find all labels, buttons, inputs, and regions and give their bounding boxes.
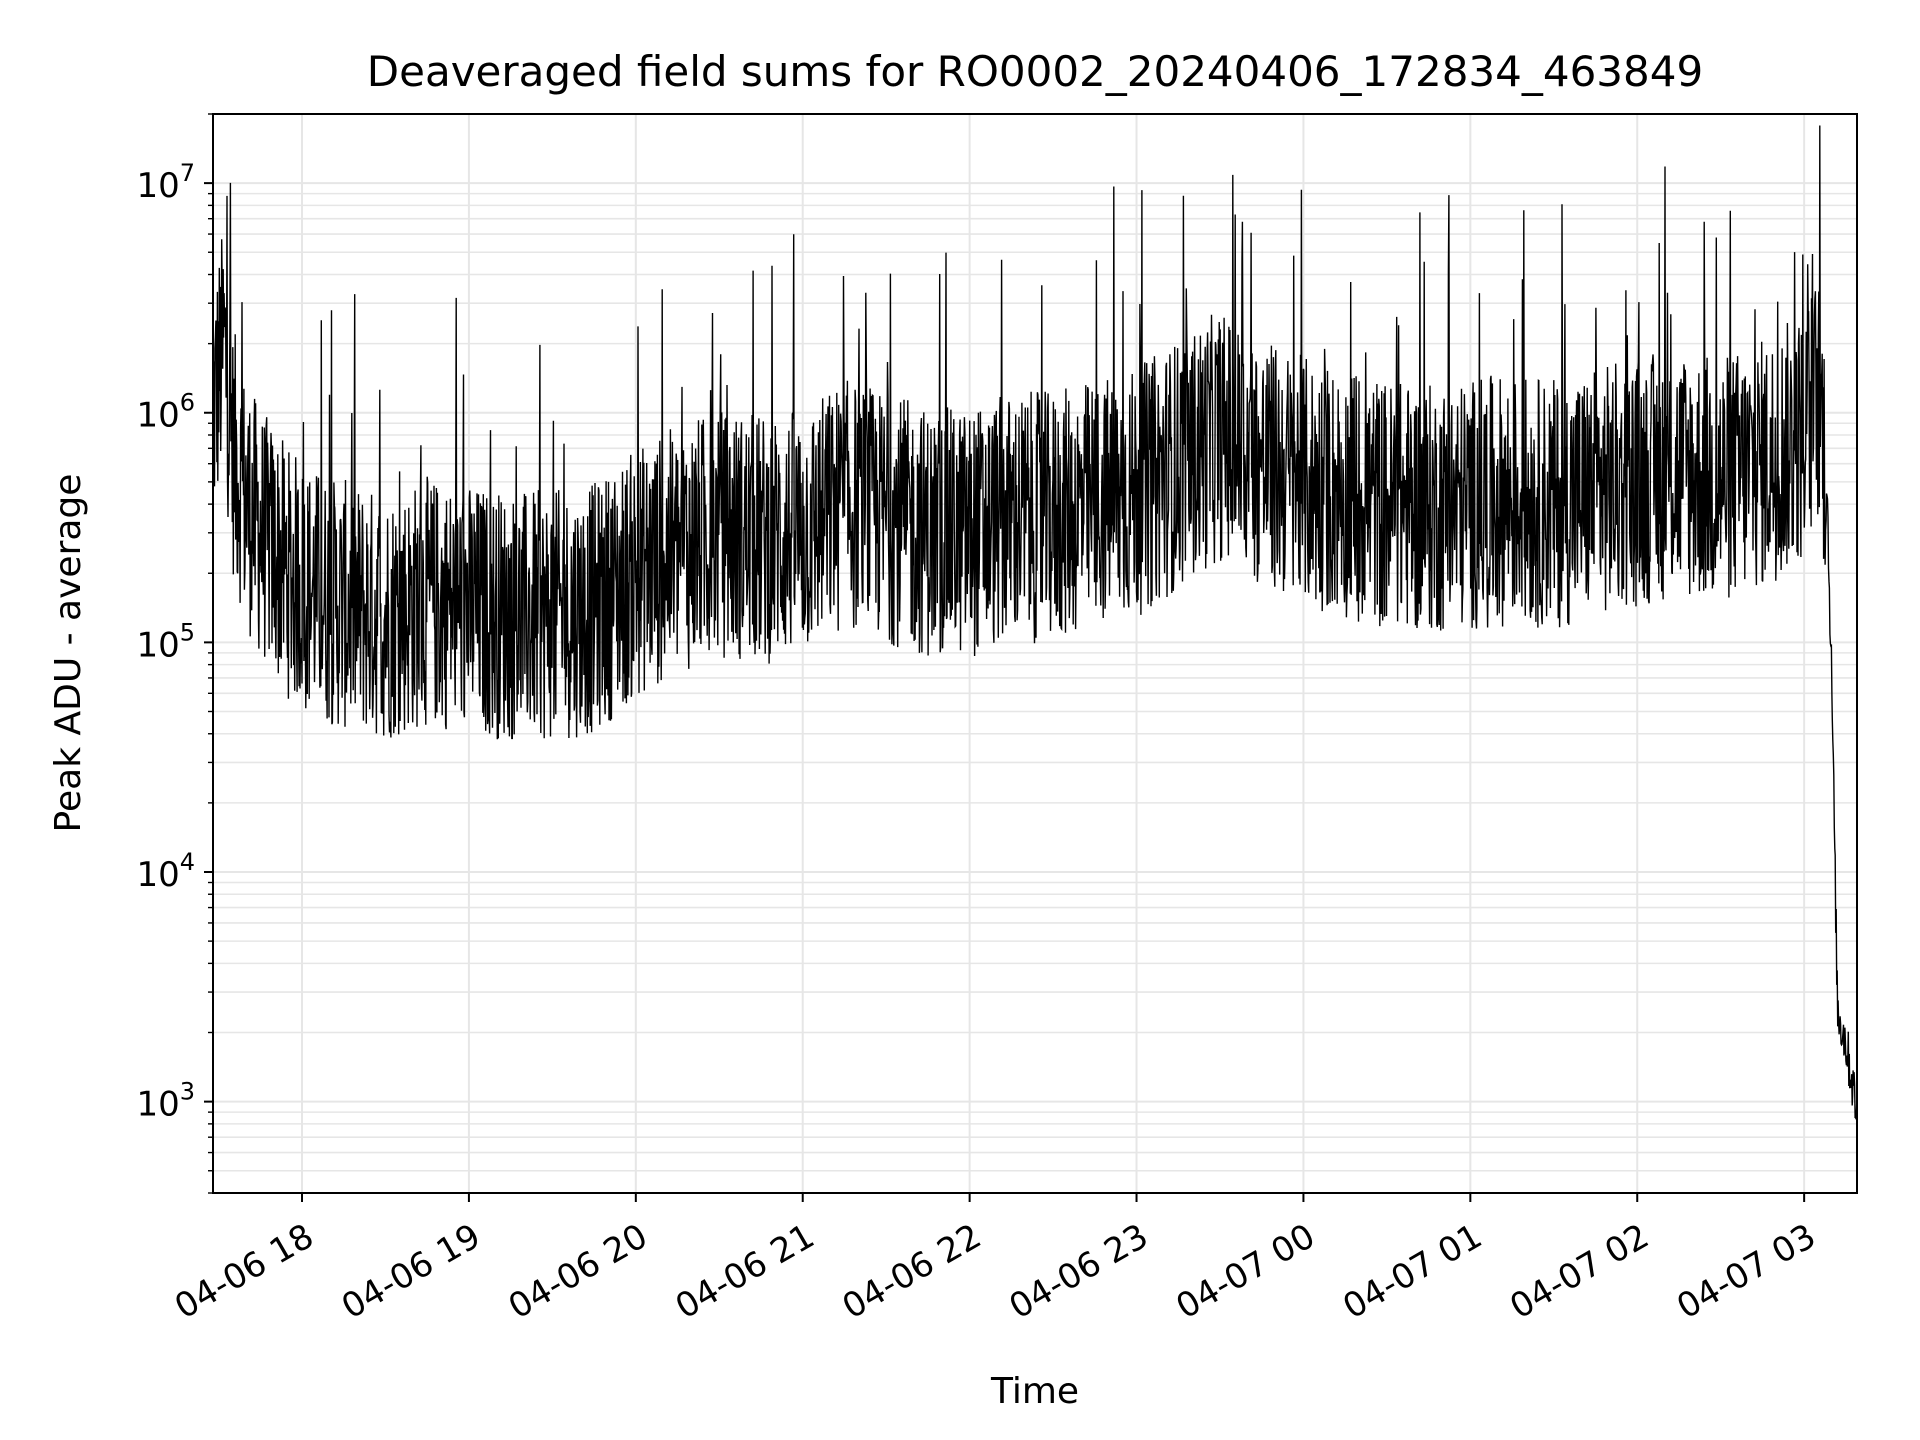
x-axis-label: Time [990,1371,1079,1412]
y-tick-label: 104 [136,848,195,895]
y-axis-label: Peak ADU - average [48,474,89,833]
chart-title: Deaveraged field sums for RO0002_2024040… [367,47,1703,96]
y-tick-label: 106 [136,389,195,436]
series-line [212,125,1858,1120]
y-tick-label: 107 [136,159,195,206]
y-tick-label: 103 [136,1078,195,1125]
y-tick-label: 105 [136,618,195,665]
